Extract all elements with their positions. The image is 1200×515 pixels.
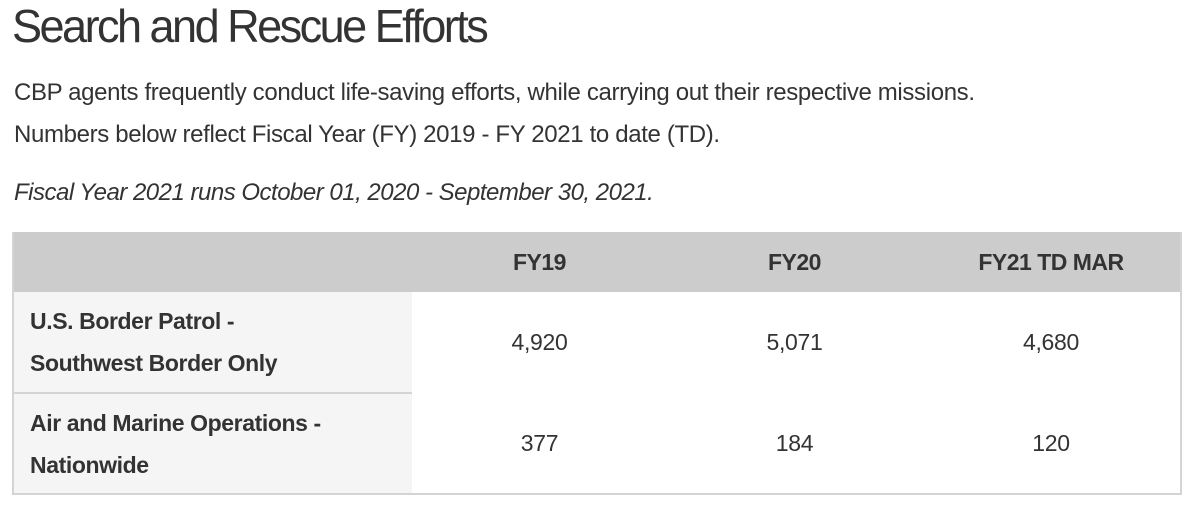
column-header-label	[14, 232, 412, 292]
row-label-line: Southwest Border Only	[30, 350, 278, 376]
cell-value: 184	[775, 429, 814, 456]
column-header-fy19: FY19	[513, 248, 566, 275]
cell-value: 4,680	[1022, 329, 1080, 355]
page-title: Search and Rescue Efforts	[12, 0, 489, 52]
table-header-row: FY19 FY20 FY21 TD MAR	[14, 232, 1180, 292]
cell-value: 5,071	[766, 329, 823, 355]
row-label-line: Air and Marine Operations -	[30, 409, 321, 436]
row-label-border-patrol: U.S. Border Patrol - Southwest Border On…	[14, 292, 412, 394]
column-header-fy20: FY20	[768, 248, 821, 275]
intro-line: CBP agents frequently conduct life-savin…	[14, 79, 975, 106]
intro-paragraph: CBP agents frequently conduct life-savin…	[14, 72, 975, 156]
row-label-air-marine: Air and Marine Operations - Nationwide	[14, 393, 412, 493]
row-label-line: Nationwide	[30, 451, 149, 478]
fiscal-year-note: Fiscal Year 2021 runs October 01, 2020 -…	[14, 179, 654, 206]
intro-line: Numbers below reflect Fiscal Year (FY) 2…	[14, 121, 720, 148]
column-header-fy21-td-mar: FY21 TD MAR	[978, 248, 1124, 275]
cell-value: 120	[1032, 429, 1070, 456]
rescue-stats-table-container: FY19 FY20 FY21 TD MAR U.S. Border Patrol…	[12, 232, 1182, 495]
cell-value: 4,920	[511, 329, 568, 355]
row-label-line: U.S. Border Patrol -	[30, 308, 235, 334]
table-row: U.S. Border Patrol - Southwest Border On…	[14, 292, 1180, 394]
cell-value: 377	[520, 429, 559, 456]
table-row: Air and Marine Operations - Nationwide 3…	[14, 393, 1180, 493]
rescue-stats-table: FY19 FY20 FY21 TD MAR U.S. Border Patrol…	[14, 232, 1180, 493]
